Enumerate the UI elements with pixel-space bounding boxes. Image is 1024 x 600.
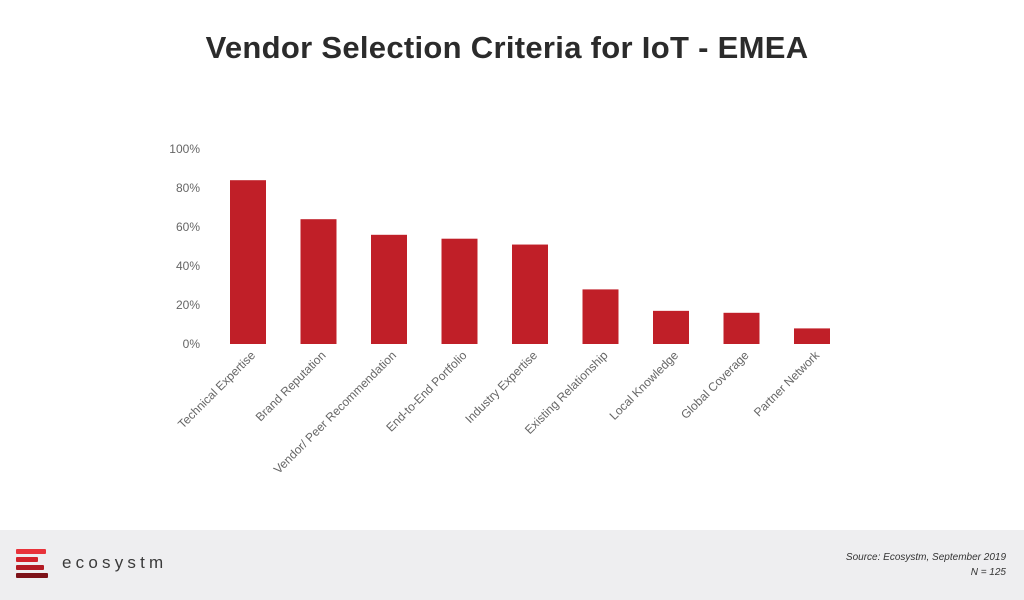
y-tick-label: 20% xyxy=(176,298,200,312)
x-tick-label: Local Knowledge xyxy=(607,348,682,423)
x-tick-label: Industry Expertise xyxy=(462,348,540,426)
bar xyxy=(582,289,619,344)
bar xyxy=(653,310,689,344)
chart-title: Vendor Selection Criteria for IoT - EMEA xyxy=(205,30,809,65)
bar xyxy=(371,234,407,344)
y-tick-label: 60% xyxy=(176,220,200,234)
footer: ecosystm Source: Ecosystm, September 201… xyxy=(0,530,1024,600)
x-tick-label: Vendor/ Peer Recommendation xyxy=(271,348,399,476)
sample-size: N = 125 xyxy=(970,567,1006,578)
bar xyxy=(441,238,478,344)
x-tick-label: Technical Expertise xyxy=(175,348,258,431)
bar-chart: 0% 20% 40% 60% 80% 100% Technical ExpertiseBra… xyxy=(169,142,830,477)
x-tick-label: Brand Reputation xyxy=(253,348,329,424)
source-text: Source: Ecosystm, September 2019 xyxy=(845,552,1006,563)
bar xyxy=(723,312,760,344)
bar xyxy=(794,328,830,344)
bar xyxy=(230,180,266,344)
bar xyxy=(512,244,548,344)
x-tick-label: End-to-End Portfolio xyxy=(383,348,470,435)
bar xyxy=(300,219,337,344)
y-tick-label: 0% xyxy=(183,337,201,351)
y-tick-label: 80% xyxy=(176,181,200,195)
brand-name: ecosystm xyxy=(62,553,168,572)
y-tick-label: 40% xyxy=(176,259,200,273)
y-tick-label: 100% xyxy=(169,142,200,156)
source-note: Source: Ecosystm, September 2019 N = 125 xyxy=(846,550,1006,580)
x-tick-label: Partner Network xyxy=(751,348,823,420)
x-tick-label: Global Coverage xyxy=(678,348,752,422)
ecosystm-logo-icon xyxy=(16,549,50,581)
